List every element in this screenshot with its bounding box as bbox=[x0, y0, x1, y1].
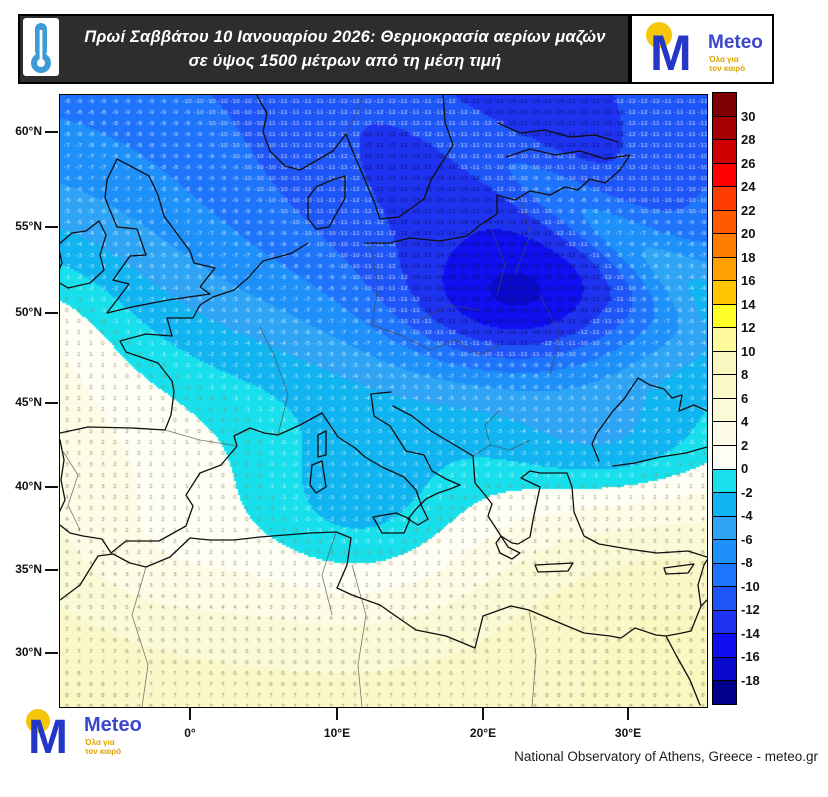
coastlines bbox=[60, 95, 707, 706]
lon-tick bbox=[189, 708, 191, 720]
lat-tick bbox=[45, 486, 58, 488]
lat-tick bbox=[45, 652, 58, 654]
colorbar-label: -14 bbox=[741, 625, 760, 641]
colorbar-cell bbox=[713, 587, 736, 611]
colorbar-cell bbox=[713, 281, 736, 305]
lat-label: 35°N bbox=[15, 562, 42, 576]
colorbar-cell bbox=[713, 657, 736, 682]
colorbar-label: -18 bbox=[741, 672, 760, 688]
lat-label: 50°N bbox=[15, 305, 42, 319]
colorbar-label: 4 bbox=[741, 414, 749, 429]
meteo-logo-name: Meteo bbox=[84, 714, 142, 736]
colorbar-cell bbox=[713, 493, 736, 517]
colorbar-label: 14 bbox=[741, 296, 756, 312]
colorbar-label: 26 bbox=[741, 155, 756, 171]
coastlines-overlay bbox=[60, 95, 707, 707]
colorbar-cell bbox=[713, 257, 736, 282]
colorbar-cell bbox=[713, 634, 736, 658]
colorbar-cell bbox=[713, 140, 736, 164]
colorbar-label: -4 bbox=[741, 508, 753, 523]
colorbar-label: -12 bbox=[741, 602, 760, 617]
colorbar-label: 28 bbox=[741, 132, 756, 147]
attribution-text: National Observatory of Athens, Greece -… bbox=[514, 749, 818, 764]
lon-tick bbox=[482, 708, 484, 720]
lon-label: 10°E bbox=[323, 726, 351, 740]
colorbar-label: 16 bbox=[741, 273, 756, 288]
colorbar-cell bbox=[713, 610, 736, 635]
meteo-logo-name: Meteo bbox=[708, 32, 763, 53]
lat-tick bbox=[45, 131, 58, 133]
colorbar-cell bbox=[713, 93, 736, 117]
colorbar-cell bbox=[713, 304, 736, 329]
lat-label: 45°N bbox=[15, 395, 42, 409]
colorbar-cell bbox=[713, 516, 736, 541]
colorbar-label: 6 bbox=[741, 390, 749, 406]
lon-label: 0° bbox=[184, 726, 196, 740]
colorbar-label: -16 bbox=[741, 649, 760, 664]
colorbar-label: 20 bbox=[741, 226, 756, 241]
lon-label: 30°E bbox=[614, 726, 642, 740]
temperature-anomaly-field bbox=[60, 95, 707, 707]
colorbar-cell bbox=[713, 328, 736, 352]
colorbar-label: 8 bbox=[741, 367, 749, 382]
colorbar-cell bbox=[713, 469, 736, 494]
lat-tick bbox=[45, 402, 58, 404]
colorbar-cell bbox=[713, 351, 736, 376]
colorbar-cell bbox=[713, 398, 736, 423]
colorbar-label: -2 bbox=[741, 484, 753, 500]
header-bar: Πρωί Σαββάτου 10 Ιανουαρίου 2026: Θερμοκ… bbox=[18, 14, 630, 84]
lat-tick bbox=[45, 226, 58, 228]
meteo-logo-bottom: M Meteo Όλα για τον καιρό bbox=[18, 702, 198, 772]
lat-label: 60°N bbox=[15, 124, 42, 138]
colorbar-label: -8 bbox=[741, 555, 753, 570]
colorbar-cell bbox=[713, 116, 736, 141]
lat-label: 30°N bbox=[15, 645, 42, 659]
lon-tick bbox=[336, 708, 338, 720]
lat-label: 55°N bbox=[15, 219, 42, 233]
colorbar-label: -10 bbox=[741, 578, 760, 594]
thermometer-icon bbox=[31, 23, 51, 73]
colorbar-label: -6 bbox=[741, 531, 753, 547]
colorbar-cell bbox=[713, 540, 736, 564]
colorbar-cell bbox=[713, 187, 736, 211]
meteo-logo-tagline: Όλα για τον καιρό bbox=[709, 55, 746, 73]
meteo-logo-top: M Meteo Όλα για τον καιρό bbox=[630, 14, 774, 84]
lat-label: 40°N bbox=[15, 479, 42, 493]
weather-map bbox=[59, 94, 708, 708]
colorbar-cell bbox=[713, 445, 736, 470]
meteo-logo-tagline: Όλα για τον καιρό bbox=[85, 738, 122, 756]
lat-tick bbox=[45, 312, 58, 314]
page-title: Πρωί Σαββάτου 10 Ιανουαρίου 2026: Θερμοκ… bbox=[66, 16, 624, 82]
title-line-2: σε ύψος 1500 μέτρων από τη μέση τιμή bbox=[188, 52, 502, 70]
title-line-1: Πρωί Σαββάτου 10 Ιανουαρίου 2026: Θερμοκ… bbox=[84, 28, 606, 46]
lat-tick bbox=[45, 569, 58, 571]
colorbar-label: 0 bbox=[741, 461, 749, 476]
colorbar-cell bbox=[713, 210, 736, 235]
colorbar-cell bbox=[713, 163, 736, 188]
meteo-logo-dot-icon bbox=[646, 22, 672, 48]
meteo-logo-m-icon: M bbox=[28, 711, 68, 764]
thermometer-tile bbox=[23, 18, 59, 76]
colorbar-label: 10 bbox=[741, 343, 756, 359]
colorbar-cell bbox=[713, 563, 736, 588]
colorbar-label: 24 bbox=[741, 179, 756, 194]
lon-tick bbox=[627, 708, 629, 720]
lon-label: 20°E bbox=[469, 726, 497, 740]
colorbar-label: 12 bbox=[741, 320, 756, 335]
colorbar-label: 30 bbox=[741, 108, 756, 124]
colorbar-label: 2 bbox=[741, 437, 749, 453]
colorbar-cell bbox=[713, 234, 736, 258]
meteo-logo-m-icon: M bbox=[650, 25, 692, 81]
colorbar-cell bbox=[713, 375, 736, 399]
meteo-logo-dot-icon bbox=[26, 709, 50, 733]
colorbar-label: 22 bbox=[741, 202, 756, 218]
colorbar-cell bbox=[713, 681, 736, 704]
colorbar-label: 18 bbox=[741, 249, 756, 265]
country-borders bbox=[61, 95, 561, 707]
colorbar-cell bbox=[713, 422, 736, 446]
colorbar bbox=[712, 92, 737, 705]
